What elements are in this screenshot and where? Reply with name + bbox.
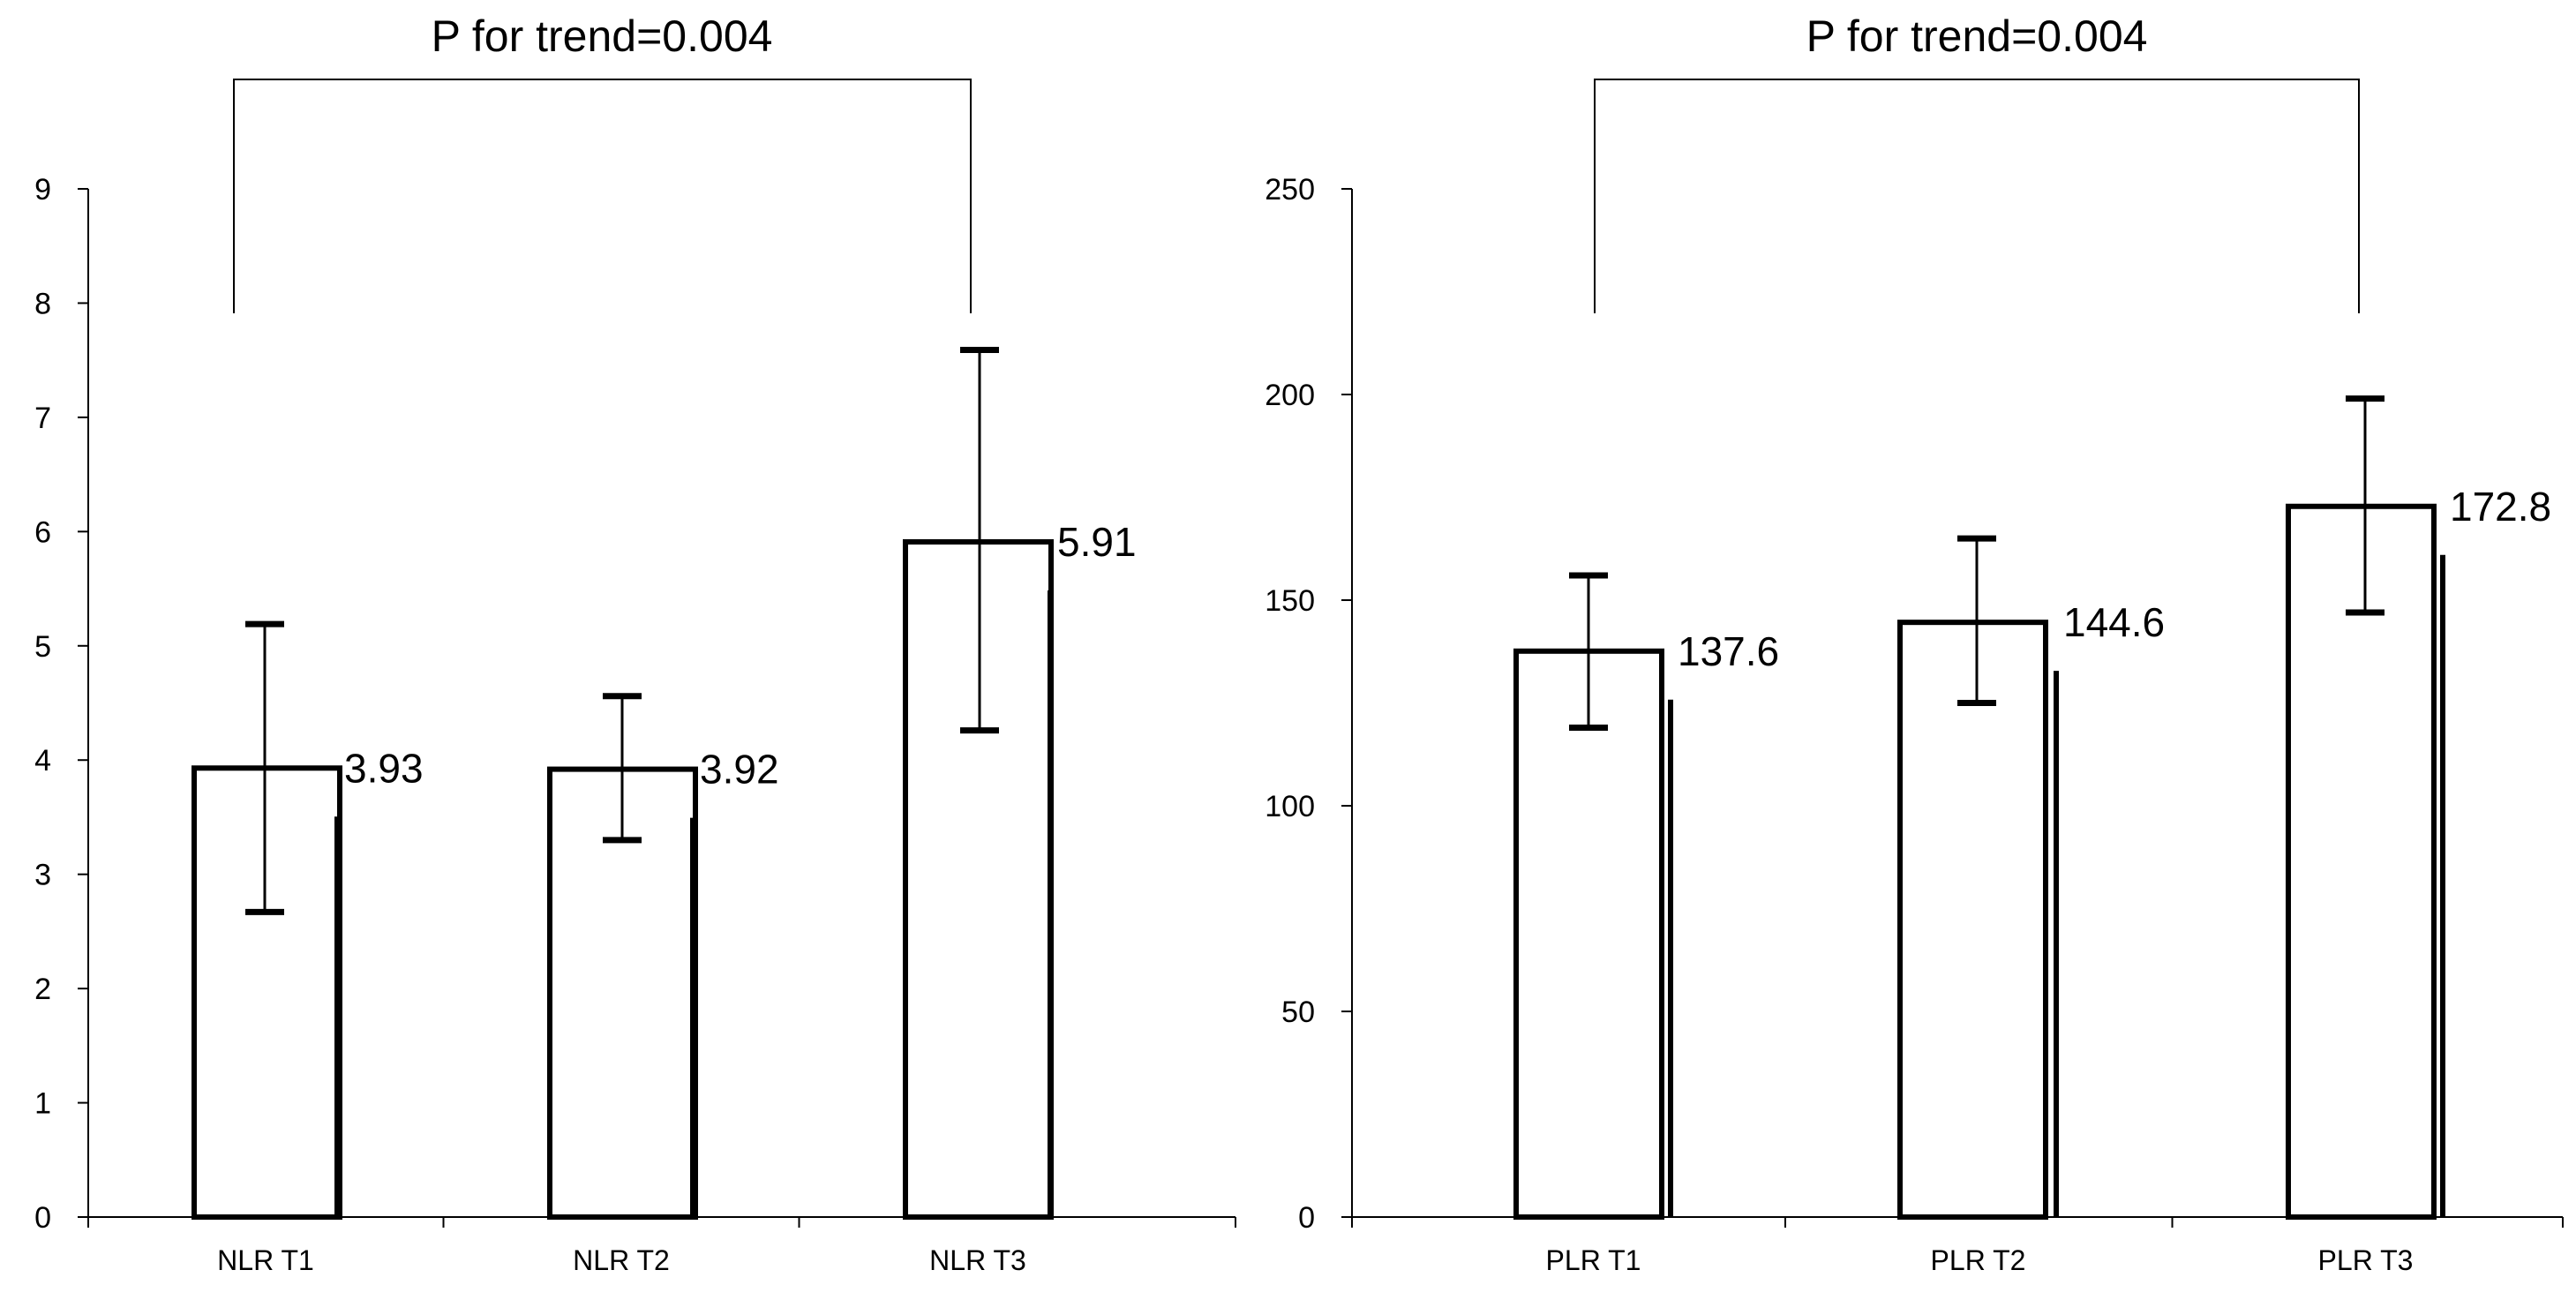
nlr-value-label: 5.91 <box>1057 519 1137 565</box>
plr-y-tick-label: 150 <box>1265 584 1315 618</box>
nlr-y-tick-label: 9 <box>34 173 51 207</box>
plr-y-tick-label: 200 <box>1265 379 1315 412</box>
nlr-category-label: NLR T1 <box>217 1244 314 1276</box>
plr-bar <box>1513 648 1664 1220</box>
plr-chart-panel: 0 50 100 150 200 250 137.6 PLR T1 144.6 PLR T2 172… <box>1265 11 2564 1276</box>
nlr-y-tick-label: 1 <box>34 1087 51 1121</box>
plr-category-label: PLR T2 <box>1931 1244 2026 1276</box>
plr-bar <box>2286 503 2437 1220</box>
nlr-trend-bracket <box>233 79 972 313</box>
plr-y-tick-label: 0 <box>1298 1201 1315 1235</box>
plr-trend-bracket <box>1594 79 2360 313</box>
nlr-bar <box>547 766 698 1220</box>
nlr-y-tick-label: 4 <box>34 744 51 778</box>
plr-y-tick-label: 50 <box>1281 996 1315 1029</box>
nlr-y-tick-label: 5 <box>34 630 51 664</box>
plr-y-tick-label: 100 <box>1265 790 1315 823</box>
nlr-y-tick-label: 3 <box>34 859 51 892</box>
nlr-y-tick-label: 6 <box>34 515 51 549</box>
plr-category-label: PLR T3 <box>2318 1244 2414 1276</box>
plr-value-label: 137.6 <box>1678 628 1779 674</box>
nlr-y-tick-label: 7 <box>34 402 51 435</box>
plr-trend-label: P for trend=0.004 <box>1806 11 2148 61</box>
nlr-bar <box>192 765 342 1220</box>
nlr-chart-panel: 0 1 2 3 4 5 6 7 8 9 3.93 NLR T1 3.92 NLR T2 5.91 NLR T3… <box>34 11 1236 1276</box>
nlr-category-label: NLR T2 <box>573 1244 670 1276</box>
plr-value-label: 172.8 <box>2450 484 2551 530</box>
nlr-trend-label: P for trend=0.004 <box>432 11 773 61</box>
plr-bar <box>1897 620 2048 1220</box>
nlr-y-tick-label: 2 <box>34 973 51 1006</box>
nlr-category-label: NLR T3 <box>929 1244 1026 1276</box>
nlr-value-label: 3.93 <box>344 745 424 791</box>
nlr-y-tick-label: 8 <box>34 287 51 320</box>
nlr-value-label: 3.92 <box>700 747 779 793</box>
plr-y-tick-label: 250 <box>1265 173 1315 207</box>
nlr-y-tick-label: 0 <box>34 1201 51 1235</box>
plr-value-label: 144.6 <box>2063 599 2165 645</box>
plr-category-label: PLR T1 <box>1546 1244 1641 1276</box>
